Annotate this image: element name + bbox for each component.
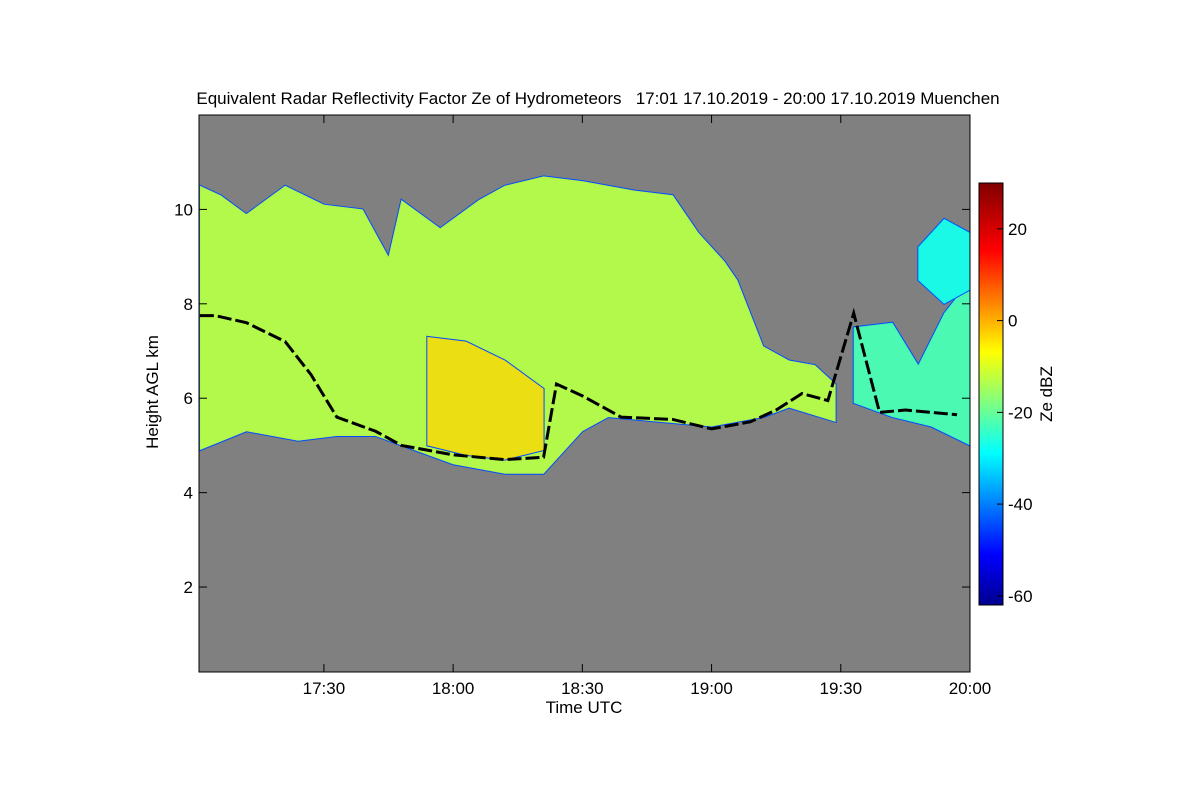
x-axis: 17:30 18:00 18:30 19:00 19:30 20:00 (303, 115, 992, 698)
x-tick-label-3: 19:00 (690, 679, 733, 698)
y-axis: 2 4 6 8 10 (174, 200, 970, 597)
x-axis-label: Time UTC (546, 698, 623, 717)
colorbar-tick-label-2: -20 (1008, 403, 1033, 422)
y-tick-label-3: 8 (184, 295, 193, 314)
colorbar (978, 182, 1004, 606)
y-axis-label: Height AGL km (143, 335, 162, 449)
colorbar-tick-label-0: -60 (1008, 587, 1033, 606)
melting-layer-line (199, 307, 958, 462)
x-tick-label-4: 19:30 (820, 679, 863, 698)
cloud-layer-3 (427, 336, 544, 460)
cloud-layer-2 (918, 218, 970, 304)
colorbar-label: Ze dBZ (1037, 366, 1056, 422)
colorbar-tick-label-3: 0 (1008, 312, 1017, 331)
colorbar-ticks: -60 -40 -20 0 20 (997, 220, 1033, 606)
cloud-layer-0 (199, 176, 836, 474)
y-tick-label-2: 6 (184, 389, 193, 408)
colorbar-tick-label-4: 20 (1008, 220, 1027, 239)
y-tick-label-1: 4 (184, 484, 193, 503)
x-tick-label-1: 18:00 (432, 679, 475, 698)
plot-frame (198, 114, 971, 673)
y-tick-label-0: 2 (184, 578, 193, 597)
x-tick-label-2: 18:30 (561, 679, 604, 698)
chart-title: Equivalent Radar Reflectivity Factor Ze … (196, 89, 999, 108)
melting-layer-trace (199, 307, 958, 462)
colorbar-tick-label-1: -40 (1008, 495, 1033, 514)
x-tick-label-5: 20:00 (949, 679, 992, 698)
reflectivity-field (199, 175, 970, 475)
x-tick-label-0: 17:30 (303, 679, 346, 698)
y-tick-label-4: 10 (174, 200, 193, 219)
cloud-layer-1 (853, 280, 970, 446)
